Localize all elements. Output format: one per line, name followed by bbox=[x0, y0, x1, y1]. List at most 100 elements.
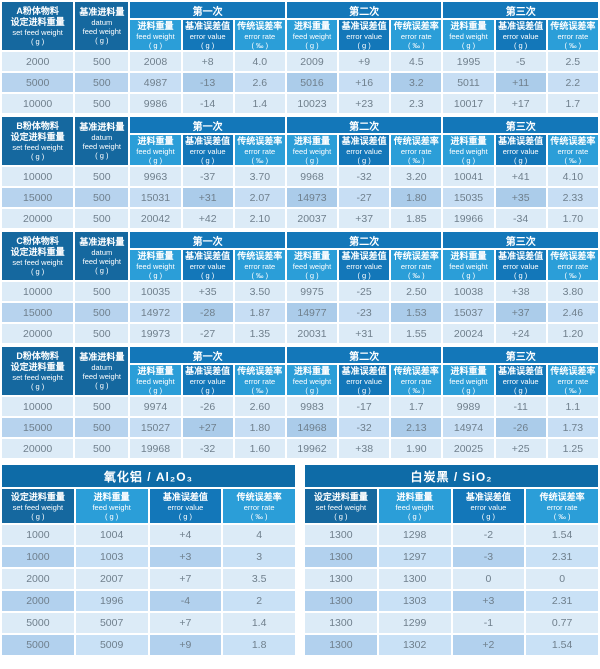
header-line: ( g ) bbox=[148, 385, 163, 395]
feed-weight-header: 进料重量 feed weight( g ) bbox=[443, 20, 494, 50]
header-line: 传统误差率 bbox=[393, 135, 439, 146]
error-rate-header: 传统误差率 error rate( ‰ ) bbox=[234, 135, 285, 165]
cell-feed-weight: 20042 bbox=[130, 209, 181, 228]
header-line: datum bbox=[91, 248, 113, 257]
table-row: 15000 500 15031 +31 2.07 14973 -27 1.80 15035 +35… bbox=[2, 188, 598, 207]
cell-feed-weight: 2008 bbox=[130, 52, 181, 71]
error-value-header: 基准误差值 error value( g ) bbox=[182, 250, 233, 280]
cell-error-value: +2 bbox=[452, 635, 525, 655]
header-line: 进料重量 bbox=[137, 135, 174, 146]
material-table-SiO2: 白炭黑 / SiO₂ 设定进料重量 set feed weight( g ) 进料重量… bbox=[303, 463, 600, 657]
cell-error-value: -23 bbox=[339, 303, 390, 322]
cell-error-rate: 2.6 bbox=[234, 73, 285, 92]
cell-feed-weight: 20025 bbox=[443, 439, 494, 458]
cell-feed-weight: 9989 bbox=[443, 397, 494, 416]
header-line: ( g ) bbox=[30, 382, 45, 391]
header-line: ( ‰ ) bbox=[251, 155, 269, 165]
header-line: 传统误差率 bbox=[550, 250, 596, 261]
header-line: 设定进料重量 bbox=[10, 132, 65, 142]
header-line: 基准误差值 bbox=[341, 20, 387, 31]
cell-error-value: -27 bbox=[182, 324, 233, 343]
header-line: ( g ) bbox=[148, 270, 163, 280]
table-row: 2000 2007 +7 3.5 bbox=[2, 569, 295, 589]
cell-error-value: +42 bbox=[182, 209, 233, 228]
cell-feed-weight: 14974 bbox=[443, 418, 494, 437]
error-rate-header: 传统误差率 error rate( ‰ ) bbox=[391, 365, 442, 395]
cell-set-feed-weight: 1300 bbox=[305, 547, 377, 567]
error-rate-header: 传统误差率 error rate( ‰ ) bbox=[547, 135, 598, 165]
cell-feed-weight: 19973 bbox=[130, 324, 181, 343]
table-row: 1000 1004 +4 4 bbox=[2, 525, 295, 545]
header-line: ( g ) bbox=[95, 266, 109, 275]
header-line: error rate bbox=[243, 502, 275, 512]
table-row: 20000 500 19968 -32 1.60 19962 +38 1.90 20025 +25… bbox=[2, 439, 598, 458]
table-row: 1300 1302 +2 1.54 bbox=[305, 635, 598, 655]
cell-error-rate: 1.8 bbox=[223, 635, 295, 655]
header-line: set feed weight bbox=[12, 373, 63, 382]
header-line: error rate bbox=[557, 31, 589, 41]
cell-feed-weight: 20024 bbox=[443, 324, 494, 343]
header-line: feed weight bbox=[449, 146, 488, 156]
cell-error-value: -32 bbox=[182, 439, 233, 458]
cell-feed-weight: 1995 bbox=[443, 52, 494, 71]
header-line: feed weight bbox=[82, 257, 121, 266]
cell-error-rate: 1.53 bbox=[391, 303, 442, 322]
feed-weight-header: 进料重量 feed weight( g ) bbox=[286, 135, 338, 165]
cell-error-rate: 1.87 bbox=[234, 303, 285, 322]
cell-feed-weight: 2009 bbox=[286, 52, 338, 71]
feed-weight-header: 进料重量 feed weight( g ) bbox=[443, 250, 494, 280]
cell-feed-weight: 14968 bbox=[286, 418, 338, 437]
error-rate-header: 传统误差率 error rate( ‰ ) bbox=[547, 20, 598, 50]
header-line: error rate bbox=[244, 376, 276, 386]
cell-datum-feed-weight: 500 bbox=[75, 397, 129, 416]
header-line: ( g ) bbox=[95, 381, 109, 390]
attempt-header: 第三次 bbox=[443, 2, 598, 18]
header-line: feed weight bbox=[449, 261, 488, 271]
header-line: ( g ) bbox=[30, 152, 45, 161]
cell-feed-weight: 9974 bbox=[130, 397, 181, 416]
header-line: feed weight bbox=[82, 142, 121, 151]
header-line: feed weight bbox=[292, 376, 332, 386]
header-line: feed weight bbox=[292, 31, 332, 41]
cell-feed-weight: 5009 bbox=[75, 635, 148, 655]
feed-weight-header: 进料重量 feed weight( g ) bbox=[286, 250, 338, 280]
attempt-header: 第三次 bbox=[443, 117, 598, 133]
cell-set-feed-weight: 10000 bbox=[2, 397, 74, 416]
cell-feed-weight: 5007 bbox=[75, 613, 148, 633]
header-line: 基准误差值 bbox=[498, 20, 544, 31]
header-line: ( ‰ ) bbox=[407, 270, 425, 280]
header-line: set feed weight bbox=[12, 502, 64, 512]
header-line: error value bbox=[502, 146, 539, 156]
header-line: datum bbox=[91, 363, 113, 372]
cell-set-feed-weight: 1000 bbox=[2, 547, 74, 567]
header-line: 进料重量 bbox=[293, 20, 330, 31]
header-line: 进料重量 bbox=[450, 250, 487, 261]
attempt-header: 第三次 bbox=[443, 232, 598, 248]
header-line: 进料重量 bbox=[137, 20, 174, 31]
header-line: error rate bbox=[400, 261, 432, 271]
header-line: 进料重量 bbox=[137, 365, 174, 376]
cell-set-feed-weight: 10000 bbox=[2, 94, 74, 113]
attempt-header: 第一次 bbox=[130, 347, 285, 363]
table-row: 1300 1300 0 0 bbox=[305, 569, 598, 589]
header-line: error value bbox=[502, 376, 539, 386]
cell-error-rate: 3.20 bbox=[391, 167, 442, 186]
cell-datum-feed-weight: 500 bbox=[75, 209, 129, 228]
feed-weight-header: 进料重量 feed weight( g ) bbox=[443, 365, 494, 395]
header-line: D粉体物料 bbox=[16, 351, 59, 361]
cell-error-rate: 2.2 bbox=[547, 73, 598, 92]
cell-error-value: +35 bbox=[182, 282, 233, 301]
header-line: ( g ) bbox=[357, 270, 371, 280]
cell-set-feed-weight: 1300 bbox=[305, 569, 377, 589]
cell-feed-weight: 10038 bbox=[443, 282, 494, 301]
cell-error-value: +24 bbox=[495, 324, 546, 343]
cell-error-value: +16 bbox=[339, 73, 390, 92]
cell-error-rate: 4.5 bbox=[391, 52, 442, 71]
cell-feed-weight: 1003 bbox=[75, 547, 148, 567]
table-row: 20000 500 20042 +42 2.10 20037 +37 1.85 19966 -34… bbox=[2, 209, 598, 228]
cell-set-feed-weight: 10000 bbox=[2, 282, 74, 301]
cell-error-rate: 4 bbox=[223, 525, 295, 545]
error-value-header: 基准误差值 error value( g ) bbox=[149, 489, 222, 523]
header-line: datum bbox=[91, 133, 113, 142]
